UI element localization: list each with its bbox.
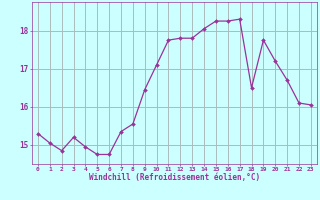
X-axis label: Windchill (Refroidissement éolien,°C): Windchill (Refroidissement éolien,°C) [89,173,260,182]
